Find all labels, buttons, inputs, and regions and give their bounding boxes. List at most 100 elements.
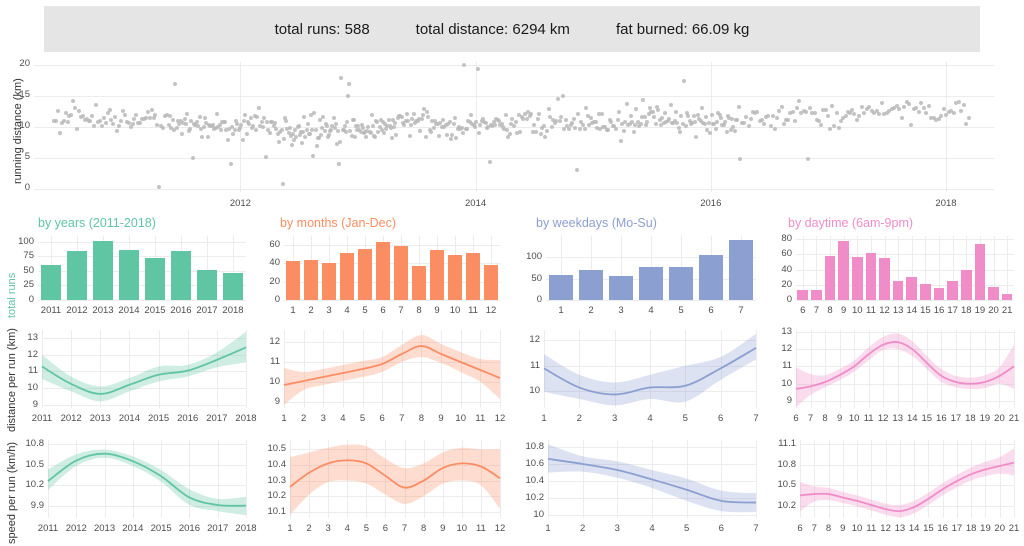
scatter-point xyxy=(653,121,658,126)
scatter-y-tick: 0 xyxy=(24,181,30,193)
gridline-vertical xyxy=(48,440,49,518)
scatter-point xyxy=(698,118,703,123)
line-x-tick: 9 xyxy=(836,413,843,424)
scatter-point xyxy=(159,124,164,129)
bar-x-tick: 4 xyxy=(344,305,350,316)
scatter-point xyxy=(790,109,795,114)
gridline-vertical xyxy=(946,62,947,192)
trend-svg xyxy=(283,334,501,405)
bar-y-tick: 25 xyxy=(23,279,34,291)
gridline-vertical xyxy=(956,440,958,518)
scatter-point xyxy=(714,119,719,124)
panel-daytime-bars: by daytime (6am-9pm) 0 20 40 60 80 6 7 8 9 10 11 12… xyxy=(768,214,1024,324)
gridline-vertical xyxy=(816,236,818,300)
panel-months-speed: 10.1 10.2 10.3 10.4 10.5 1 2 3 4 5 6 7 8 9 10 11 12 xyxy=(256,434,512,546)
scatter-point xyxy=(581,123,586,128)
scatter-point xyxy=(862,110,867,115)
scatter-point xyxy=(417,116,422,121)
scatter-point xyxy=(365,128,370,133)
line-chart-speed-weekdays: 10 10.2 10.4 10.6 10.8 1 2 3 4 5 6 7 xyxy=(526,440,759,534)
scatter-point xyxy=(343,130,348,135)
scatter-point xyxy=(806,157,811,162)
line-y-tick: 10.2 xyxy=(777,499,797,511)
scatter-point xyxy=(524,117,529,122)
scatter-point xyxy=(735,118,740,123)
scatter-point xyxy=(836,126,841,131)
scatter-point xyxy=(378,118,383,123)
line-x-tick: 2015 xyxy=(150,523,172,534)
scatter-point xyxy=(872,111,877,116)
scatter-point xyxy=(652,114,657,119)
scatter-point xyxy=(490,123,495,128)
scatter-point xyxy=(478,122,483,127)
scatter-point xyxy=(244,131,249,136)
scatter-point xyxy=(598,126,603,131)
bar-x-tick: 5 xyxy=(678,305,684,316)
bar-x-tick: 18 xyxy=(961,305,972,316)
line-x-tick: 17 xyxy=(951,523,963,534)
scatter-point xyxy=(661,120,666,125)
scatter-point xyxy=(356,124,361,129)
bar-x-tick: 5 xyxy=(362,305,368,316)
scatter-point xyxy=(527,114,532,119)
scatter-point xyxy=(418,129,423,134)
line-y-tick: 10.2 xyxy=(267,490,287,502)
scatter-point xyxy=(134,112,139,117)
scatter-point xyxy=(242,119,246,124)
scatter-point xyxy=(757,119,762,124)
scatter-point xyxy=(216,125,221,130)
bar xyxy=(579,269,603,300)
scatter-point xyxy=(227,127,232,132)
line-y-tick: 10.3 xyxy=(267,474,287,486)
scatter-point xyxy=(376,130,381,135)
gridline-horizontal xyxy=(42,404,246,406)
scatter-point xyxy=(423,135,428,140)
bar-y-tick: 20 xyxy=(781,278,792,290)
bar-y-tick: 60 xyxy=(269,239,280,251)
trend-line xyxy=(543,347,757,396)
scatter-point xyxy=(240,138,245,142)
gridline-vertical xyxy=(942,440,944,518)
scatter-point xyxy=(508,121,513,126)
scatter-point xyxy=(310,127,315,132)
scatter-point xyxy=(924,111,929,116)
line-x-tick: 4 xyxy=(649,523,655,534)
scatter-point xyxy=(475,66,480,71)
scatter-point xyxy=(909,123,914,128)
line-x-tick: 2012 xyxy=(65,523,87,534)
gridline-vertical xyxy=(290,440,291,518)
scatter-point xyxy=(282,137,287,142)
scatter-point xyxy=(624,101,629,106)
scatter-point xyxy=(285,126,290,131)
scatter-point xyxy=(660,115,665,120)
line-x-tick: 11 xyxy=(475,413,486,424)
bar-x-tick: 3 xyxy=(618,305,624,316)
scatter-point xyxy=(519,114,524,119)
gridline-vertical xyxy=(480,440,482,518)
scatter-point xyxy=(646,111,651,116)
trend-line xyxy=(795,341,1015,390)
scatter-point xyxy=(225,137,230,142)
bar xyxy=(1001,293,1013,300)
gridline-horizontal xyxy=(800,505,1014,507)
scatter-point xyxy=(446,122,451,127)
line-x-tick: 2017 xyxy=(207,523,229,534)
line-y-tick: 9 xyxy=(786,395,792,407)
scatter-point xyxy=(904,100,909,105)
scatter-point xyxy=(854,117,859,122)
line-x-tick: 2011 xyxy=(37,523,59,534)
scatter-point xyxy=(521,116,526,121)
scatter-point xyxy=(612,124,617,129)
scatter-point xyxy=(384,127,389,132)
line-x-tick: 2 xyxy=(580,523,586,534)
scatter-point xyxy=(88,119,93,124)
trend-svg xyxy=(41,331,247,402)
gridline-vertical xyxy=(401,330,403,408)
scatter-y-tick: 10 xyxy=(19,120,30,131)
scatter-point xyxy=(228,162,233,167)
scatter-point xyxy=(936,116,941,121)
scatter-point xyxy=(392,125,397,130)
scatter-point xyxy=(599,111,604,116)
scatter-point xyxy=(606,128,611,133)
scatter-point xyxy=(65,119,70,124)
